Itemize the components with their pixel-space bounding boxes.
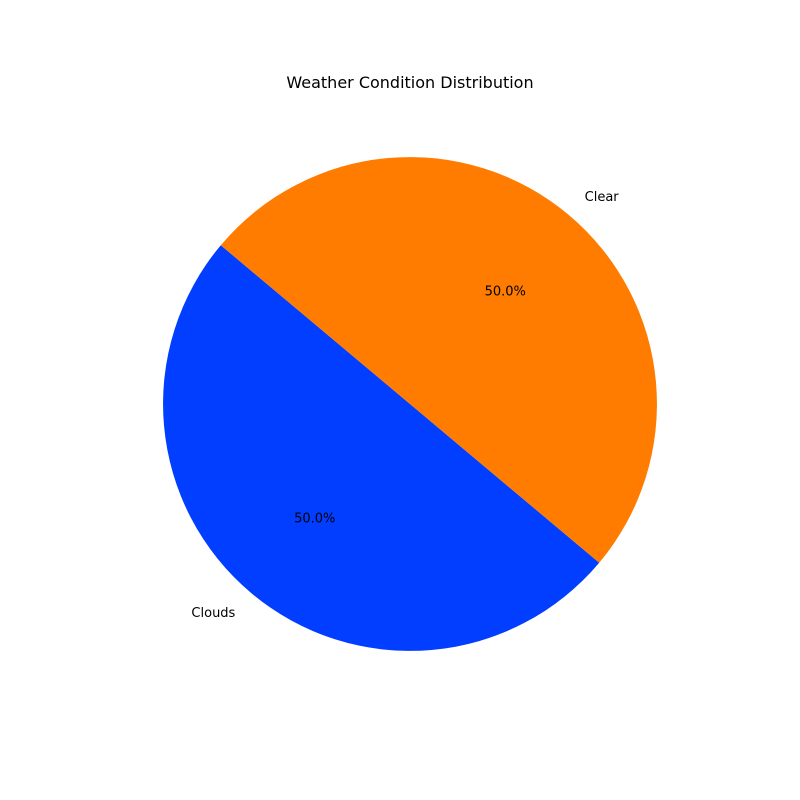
percent-label-clear: 50.0% [485,284,526,299]
slice-label-clouds: Clouds [191,606,235,621]
chart-title: Weather Condition Distribution [286,73,533,92]
pie-slice-clear [220,157,657,563]
pie-labels: Clouds 50.0% Clear 50.0% [191,190,619,621]
slice-label-clear: Clear [585,190,620,205]
percent-label-clouds: 50.0% [294,512,335,527]
pie-slice-clouds [163,245,600,651]
pie-slices [163,157,657,651]
